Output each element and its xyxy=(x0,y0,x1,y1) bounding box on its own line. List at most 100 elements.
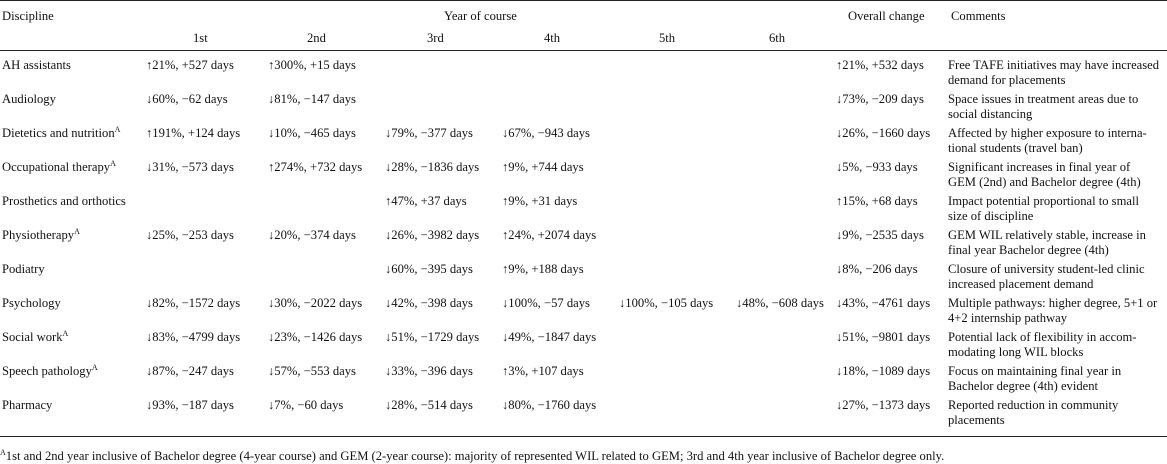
cell-year-6th xyxy=(736,126,836,160)
cell-overall-change: ↑21%, +532 days xyxy=(836,58,924,72)
table-row: Podiatry ↓60%, −395 days ↑9%, +188 days ↓8%… xyxy=(0,262,1167,296)
table-header: Discipline Year of course Overall change… xyxy=(0,0,1167,50)
cell-year-2nd: ↓20%, −374 days xyxy=(268,228,356,242)
cell-year-4th: ↓100%, −57 days xyxy=(502,296,590,310)
header-year-4th: 4th xyxy=(544,31,561,45)
cell-year-5th xyxy=(619,398,736,432)
cell-year-2nd xyxy=(268,262,385,296)
discipline-label: Audiology xyxy=(2,92,56,106)
discipline-label: Podiatry xyxy=(2,262,45,276)
cell-overall-change: ↓27%, −1373 days xyxy=(836,398,931,412)
cell-discipline: Audiology xyxy=(0,92,146,126)
cell-year-3rd: ↓60%, −395 days xyxy=(385,262,473,276)
cell-year-4th: ↑9%, +744 days xyxy=(502,160,584,174)
cell-comment: Affected by higher exposure to interna-t… xyxy=(948,126,1147,155)
footnote-ref: A xyxy=(74,227,80,236)
table-row: Speech pathologyA ↓87%, −247 days ↓57%, −5… xyxy=(0,363,1167,398)
table-row: Dietetics and nutritionA ↑191%, +124 days… xyxy=(0,125,1167,160)
cell-year-6th xyxy=(736,92,836,126)
cell-year-2nd: ↓30%, −2022 days xyxy=(268,296,363,310)
cell-comment: Potential lack of flexibility in accom-m… xyxy=(948,330,1137,359)
cell-year-1st: ↓31%, −573 days xyxy=(146,160,234,174)
table-row: Pharmacy ↓93%, −187 days ↓7%, −60 days ↓28%… xyxy=(0,398,1167,432)
table-row: Occupational therapyA ↓31%, −573 days ↑274… xyxy=(0,159,1167,194)
header-rule xyxy=(0,50,1167,51)
cell-year-5th xyxy=(619,160,736,194)
cell-year-1st: ↑191%, +124 days xyxy=(146,126,241,140)
table-row: Audiology ↓60%, −62 days ↓81%, −147 days ↓7… xyxy=(0,92,1167,126)
cell-comment: Focus on maintaining final year in Bache… xyxy=(948,364,1122,393)
cell-year-2nd: ↓10%, −465 days xyxy=(268,126,356,140)
discipline-label: Dietetics and nutrition xyxy=(2,126,115,140)
top-rule xyxy=(0,0,1167,1)
cell-year-2nd xyxy=(268,194,385,228)
table-body: AH assistants ↑21%, +527 days ↑300%, +15 d… xyxy=(0,58,1167,432)
cell-year-3rd: ↓42%, −398 days xyxy=(385,296,473,310)
cell-year-5th xyxy=(619,330,736,364)
footnote-ref: A xyxy=(114,125,121,134)
discipline-label: Psychology xyxy=(2,296,61,310)
footnote-ref: A xyxy=(91,363,98,372)
cell-year-5th xyxy=(619,228,736,262)
cell-year-2nd: ↓57%, −553 days xyxy=(268,364,356,378)
cell-year-5th xyxy=(619,58,736,92)
cell-year-5th: ↓100%, −105 days xyxy=(619,296,714,310)
discipline-label: Occupational therapy xyxy=(2,160,111,174)
table-row: Prosthetics and orthotics ↑47%, +37 days ↑… xyxy=(0,194,1167,228)
cell-comment: Impact potential proportional to small s… xyxy=(948,194,1139,223)
cell-comment: Reported reduction in community placemen… xyxy=(948,398,1119,427)
cell-comment: Significant increases in final year of G… xyxy=(948,160,1141,189)
table-row: PhysiotherapyA ↓25%, −253 days ↓20%, −374 … xyxy=(0,227,1167,262)
data-table: AH assistants ↑21%, +527 days ↑300%, +15 d… xyxy=(0,58,1167,432)
cell-discipline: Dietetics and nutritionA xyxy=(0,125,146,160)
cell-overall-change: ↓9%, −2535 days xyxy=(836,228,924,242)
cell-overall-change: ↓18%, −1089 days xyxy=(836,364,931,378)
cell-year-1st: ↓83%, −4799 days xyxy=(146,330,241,344)
cell-year-6th: ↓48%, −608 days xyxy=(736,296,824,310)
cell-discipline: Social workA xyxy=(0,329,146,364)
footnote-text: 1st and 2nd year inclusive of Bachelor d… xyxy=(5,449,945,463)
cell-discipline: PhysiotherapyA xyxy=(0,227,146,262)
cell-overall-change: ↓26%, −1660 days xyxy=(836,126,931,140)
header-overall-change: Overall change xyxy=(848,9,925,23)
cell-year-1st: ↓93%, −187 days xyxy=(146,398,234,412)
cell-year-5th xyxy=(619,194,736,228)
header-year-of-course: Year of course xyxy=(444,9,517,23)
cell-year-3rd: ↓28%, −514 days xyxy=(385,398,473,412)
discipline-label: Prosthetics and orthotics xyxy=(2,194,126,208)
cell-year-1st xyxy=(146,262,268,296)
discipline-label: AH assistants xyxy=(2,58,71,72)
cell-year-1st: ↓87%, −247 days xyxy=(146,364,234,378)
cell-year-5th xyxy=(619,364,736,398)
cell-year-1st xyxy=(146,194,268,228)
cell-comment: Multiple pathways: higher degree, 5+1 or… xyxy=(948,296,1158,325)
cell-year-3rd xyxy=(385,58,502,92)
cell-discipline: Occupational therapyA xyxy=(0,159,146,194)
cell-year-4th xyxy=(502,92,619,126)
cell-comment: Space issues in treatment areas due to s… xyxy=(948,92,1139,121)
discipline-label: Social work xyxy=(2,330,63,344)
cell-discipline: AH assistants xyxy=(0,58,146,92)
cell-comment: GEM WIL relatively stable, increase in f… xyxy=(948,228,1146,257)
header-year-3rd: 3rd xyxy=(427,31,444,45)
cell-year-5th xyxy=(619,262,736,296)
cell-year-4th: ↓80%, −1760 days xyxy=(502,398,597,412)
footnote-marker: A xyxy=(0,448,6,457)
cell-comment: Closure of university student-led clinic… xyxy=(948,262,1145,291)
cell-year-2nd: ↓81%, −147 days xyxy=(268,92,356,106)
cell-year-6th xyxy=(736,330,836,364)
cell-year-3rd: ↓33%, −396 days xyxy=(385,364,473,378)
cell-year-4th: ↓49%, −1847 days xyxy=(502,330,597,344)
cell-year-5th xyxy=(619,126,736,160)
cell-year-3rd xyxy=(385,92,502,126)
table-row: Psychology ↓82%, −1572 days ↓30%, −2022 da… xyxy=(0,296,1167,330)
table-row: AH assistants ↑21%, +527 days ↑300%, +15 d… xyxy=(0,58,1167,92)
cell-year-3rd: ↓79%, −377 days xyxy=(385,126,473,140)
cell-year-5th xyxy=(619,92,736,126)
cell-year-6th xyxy=(736,364,836,398)
cell-year-4th xyxy=(502,58,619,92)
cell-year-3rd: ↑47%, +37 days xyxy=(385,194,467,208)
cell-discipline: Pharmacy xyxy=(0,398,146,432)
header-comments: Comments xyxy=(951,9,1006,23)
cell-year-2nd: ↓7%, −60 days xyxy=(268,398,344,412)
